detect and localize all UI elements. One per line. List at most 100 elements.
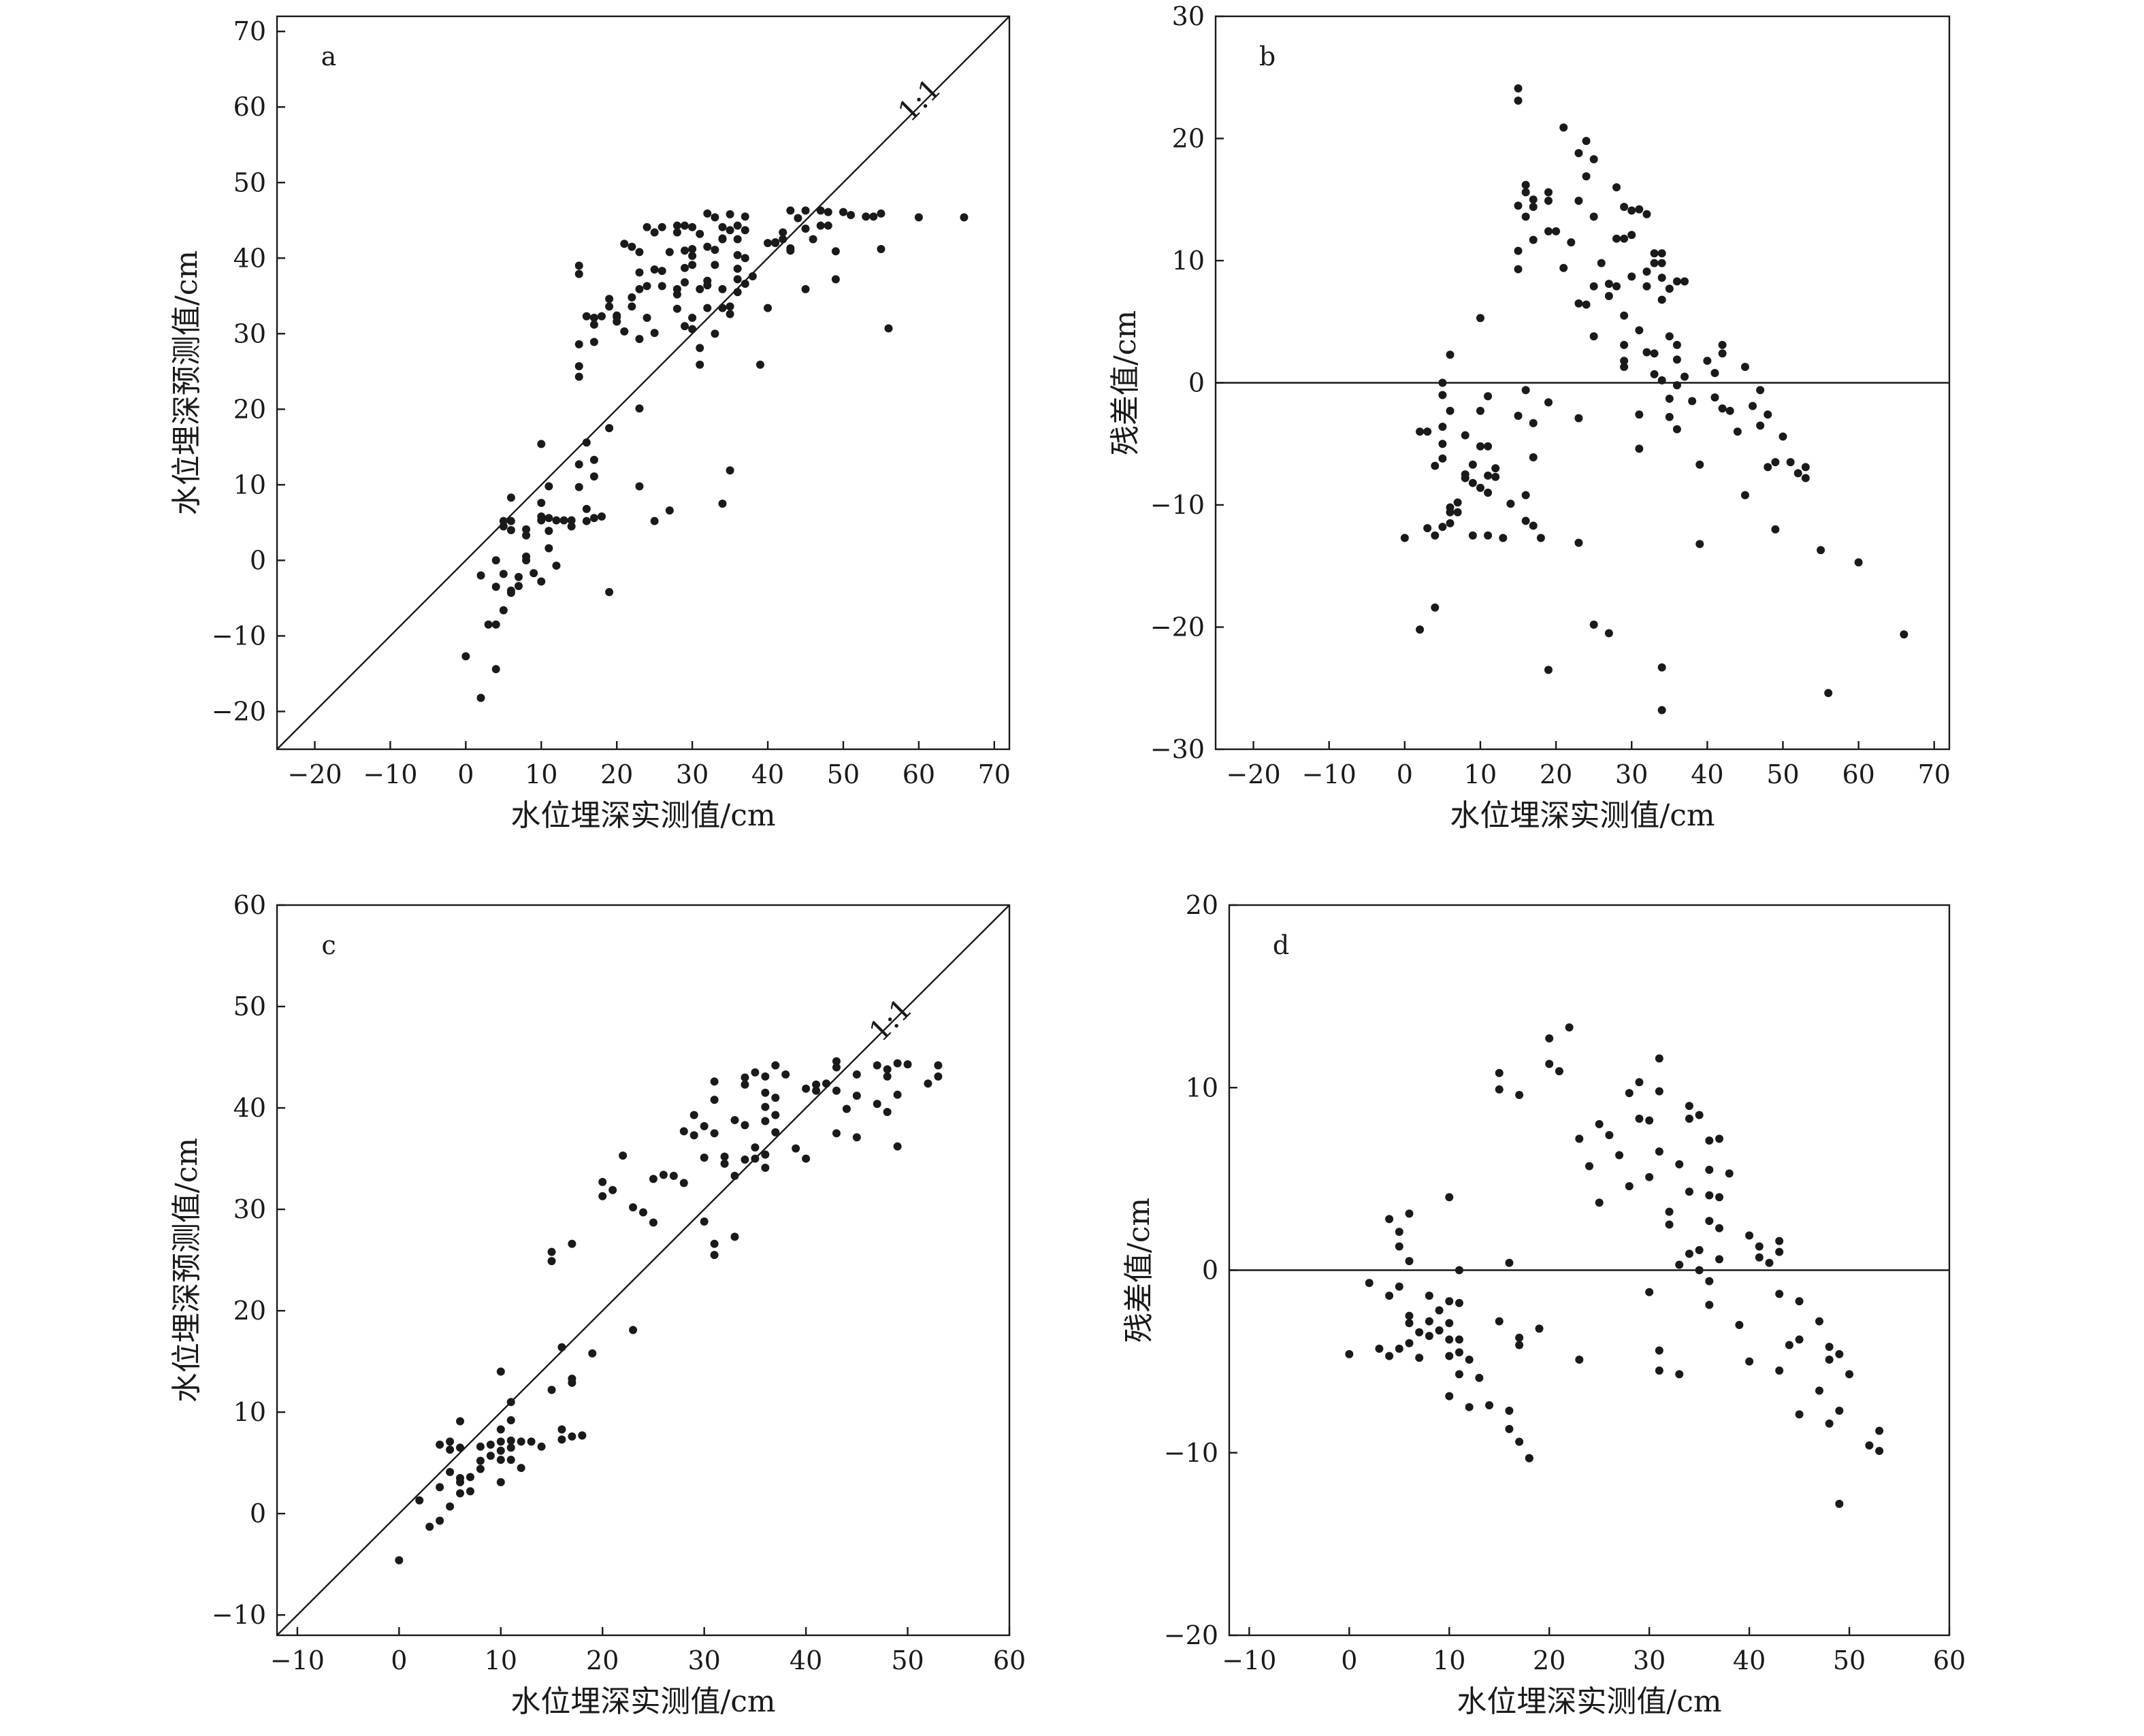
data-point (792, 1144, 800, 1153)
data-point (537, 1442, 546, 1451)
data-point (1536, 534, 1545, 542)
data-point (1815, 1386, 1823, 1395)
data-point (733, 250, 742, 259)
data-point (832, 1086, 841, 1095)
data-point (1775, 1247, 1784, 1256)
x-tick-label: 40 (1691, 759, 1723, 789)
data-point (1755, 1242, 1764, 1251)
data-point (1725, 406, 1734, 415)
data-point (688, 261, 697, 269)
x-tick-label: 60 (1933, 1645, 1966, 1675)
data-point (1642, 348, 1651, 357)
data-point (1385, 1215, 1394, 1224)
data-point (1655, 1054, 1663, 1063)
data-point (1786, 458, 1795, 467)
data-point (741, 1080, 749, 1089)
data-point (1525, 1454, 1533, 1462)
data-point (801, 224, 810, 233)
y-tick-label: −10 (1150, 490, 1205, 520)
data-point (689, 1131, 698, 1140)
data-point (522, 531, 531, 540)
data-point (597, 312, 606, 321)
data-point (1715, 1134, 1724, 1143)
data-point (1635, 410, 1644, 419)
data-point (1438, 523, 1447, 531)
data-point (924, 1079, 932, 1088)
data-point (1785, 1341, 1793, 1349)
data-point (786, 206, 795, 215)
data-point (812, 1080, 821, 1089)
data-point (1875, 1426, 1884, 1435)
data-point (1545, 1034, 1554, 1043)
data-point (496, 1437, 505, 1446)
data-point (1574, 197, 1583, 206)
data-point (1476, 483, 1484, 492)
data-point (688, 314, 697, 323)
data-point (582, 504, 591, 513)
data-point (1582, 172, 1591, 181)
data-point (852, 1133, 861, 1142)
data-point (446, 1437, 455, 1446)
data-point (1605, 1130, 1614, 1139)
data-point (557, 1425, 566, 1434)
data-point (436, 1483, 444, 1492)
data-point (446, 1502, 455, 1511)
data-point (517, 1464, 525, 1473)
data-point (628, 242, 636, 251)
data-point (1589, 282, 1598, 291)
data-point (1595, 1119, 1604, 1128)
data-point (893, 1090, 902, 1099)
x-tick-label: −20 (287, 759, 342, 789)
data-point (608, 1185, 617, 1194)
data-point (635, 482, 644, 491)
data-point (1710, 369, 1719, 378)
plot-frame (276, 15, 1011, 751)
data-point (1515, 1437, 1524, 1446)
data-point (812, 1086, 821, 1095)
data-point (1635, 1114, 1644, 1123)
y-tick-label: −30 (1150, 734, 1205, 764)
data-point (1484, 471, 1493, 480)
data-point (1657, 249, 1666, 258)
data-point (1695, 1266, 1704, 1275)
y-tick-label: 0 (250, 545, 266, 575)
data-point (718, 234, 727, 243)
data-point (491, 583, 500, 591)
data-point (1499, 534, 1508, 542)
data-point (1680, 277, 1689, 286)
x-tick-label: 50 (827, 759, 860, 789)
data-point (1515, 1341, 1524, 1349)
data-point (649, 1218, 657, 1227)
data-point (718, 284, 727, 293)
data-point (726, 466, 734, 475)
data-point (893, 1059, 902, 1068)
data-point (574, 372, 583, 381)
data-point (557, 1343, 566, 1352)
data-point (1395, 1242, 1403, 1251)
data-point (1395, 1344, 1403, 1353)
y-tick-label: 40 (233, 243, 266, 273)
data-point (537, 577, 546, 586)
data-point (1589, 620, 1598, 629)
data-point (1476, 314, 1484, 323)
data-point (461, 652, 470, 661)
data-point (1645, 1288, 1654, 1296)
data-point (1544, 188, 1553, 197)
data-point (1825, 1355, 1834, 1364)
data-point (824, 208, 832, 216)
data-point (1544, 227, 1553, 235)
data-point (466, 1473, 474, 1481)
identity-line-label: 1:1 (862, 992, 918, 1047)
data-point (1484, 531, 1493, 540)
data-point (425, 1522, 434, 1531)
data-point (530, 569, 538, 578)
data-point (1445, 1335, 1454, 1344)
x-tick-label: 50 (891, 1645, 924, 1675)
data-point (1657, 274, 1666, 282)
data-point (1775, 1237, 1784, 1245)
data-point (1544, 197, 1553, 206)
data-point (1705, 1277, 1714, 1285)
data-point (499, 606, 508, 615)
data-point (741, 280, 749, 289)
data-point (852, 1070, 861, 1079)
